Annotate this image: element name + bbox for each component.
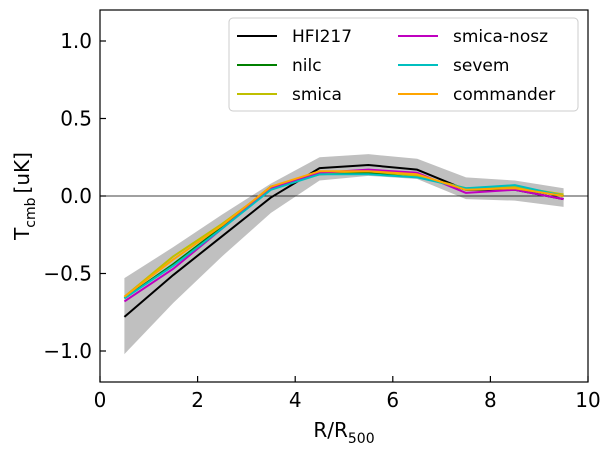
y-axis-label-subscript: cmb — [23, 197, 39, 227]
y-axis-label: Tcmb [uK] — [10, 152, 39, 241]
y-tick-label: 0.5 — [60, 107, 92, 131]
x-tick-label: 0 — [94, 388, 107, 412]
y-tick-label: −1.0 — [43, 339, 92, 363]
series-line-sevem — [123, 173, 564, 300]
legend-label-sevem: sevem — [453, 56, 509, 76]
x-axis-label-main: R/R — [313, 418, 348, 442]
x-tick-label: 10 — [575, 388, 600, 412]
x-axis-label-subscript: 500 — [348, 431, 375, 447]
legend: HFI217 nilc smica smica-nosz sevem commander — [228, 17, 579, 112]
uncertainty-band — [124, 154, 564, 355]
x-axis-ticks: 0 2 4 6 8 10 — [94, 376, 601, 412]
legend-label-nilc: nilc — [292, 56, 322, 76]
legend-label-HFI217: HFI217 — [292, 27, 352, 47]
y-axis-ticks: −1.0 −0.5 0.0 0.5 1.0 — [43, 29, 106, 363]
y-axis-label-main: T — [10, 227, 34, 241]
x-tick-label: 6 — [386, 388, 399, 412]
y-tick-label: 0.0 — [60, 184, 92, 208]
legend-label-commander: commander — [453, 85, 555, 105]
x-tick-label: 2 — [191, 388, 204, 412]
uncertainty-band-layer — [124, 154, 564, 355]
x-tick-label: 4 — [289, 388, 302, 412]
y-tick-label: −0.5 — [43, 262, 92, 286]
x-tick-label: 8 — [484, 388, 497, 412]
series-line-commander — [123, 170, 564, 298]
y-tick-label: 1.0 — [60, 29, 92, 53]
legend-label-smica-nosz: smica-nosz — [453, 27, 548, 47]
x-axis-label: R/R500 — [313, 418, 374, 447]
legend-label-smica: smica — [292, 85, 342, 105]
y-axis-label-unit: [uK] — [10, 152, 34, 193]
series-layer — [123, 164, 564, 318]
